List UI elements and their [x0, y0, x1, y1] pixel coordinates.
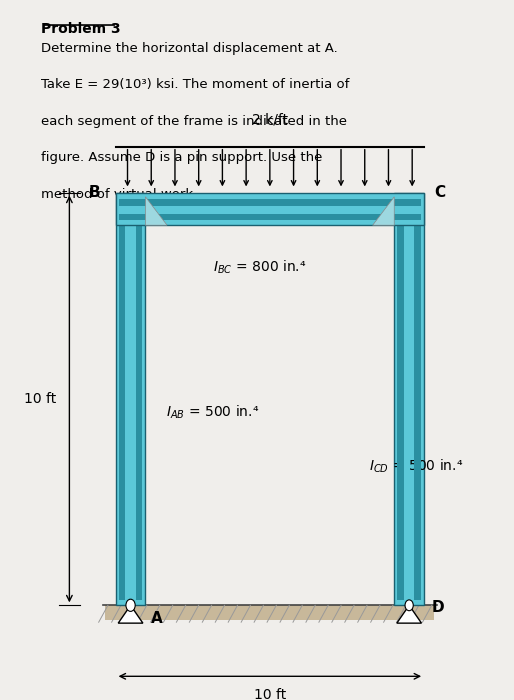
Text: $I_{BC}$ = 800 in.⁴: $I_{BC}$ = 800 in.⁴	[213, 259, 306, 276]
Polygon shape	[373, 197, 394, 225]
Text: Problem 3: Problem 3	[41, 22, 121, 36]
Bar	[119, 199, 421, 206]
Polygon shape	[397, 606, 421, 623]
Bar	[136, 198, 142, 600]
Text: A: A	[151, 610, 162, 626]
Bar	[119, 198, 125, 600]
Bar	[414, 198, 421, 600]
Circle shape	[405, 600, 413, 610]
Text: D: D	[432, 600, 445, 615]
Text: $I_{CD}$ = 500 in.⁴: $I_{CD}$ = 500 in.⁴	[369, 458, 463, 475]
Bar	[116, 193, 145, 606]
Text: B: B	[88, 186, 100, 200]
Text: Determine the horizontal displacement at A.: Determine the horizontal displacement at…	[41, 42, 338, 55]
Text: 2 k/ft: 2 k/ft	[252, 113, 288, 127]
Bar	[116, 193, 424, 225]
Text: C: C	[434, 186, 446, 200]
Polygon shape	[118, 606, 143, 623]
Text: Take E = 29(10³) ksi. The moment of inertia of: Take E = 29(10³) ksi. The moment of iner…	[41, 78, 350, 92]
Text: 10 ft: 10 ft	[254, 689, 286, 700]
Text: $I_{AB}$ = 500 in.⁴: $I_{AB}$ = 500 in.⁴	[166, 404, 260, 421]
Circle shape	[126, 599, 135, 611]
Text: figure. Assume D is a pin support. Use the: figure. Assume D is a pin support. Use t…	[41, 151, 322, 164]
Polygon shape	[145, 197, 167, 225]
Bar	[397, 198, 404, 600]
Bar	[119, 214, 421, 220]
Text: each segment of the frame is indicated in the: each segment of the frame is indicated i…	[41, 115, 347, 128]
Text: 10 ft: 10 ft	[24, 392, 57, 406]
Text: method of virtual work.: method of virtual work.	[41, 188, 197, 201]
Bar	[394, 193, 424, 606]
Bar	[105, 606, 434, 620]
